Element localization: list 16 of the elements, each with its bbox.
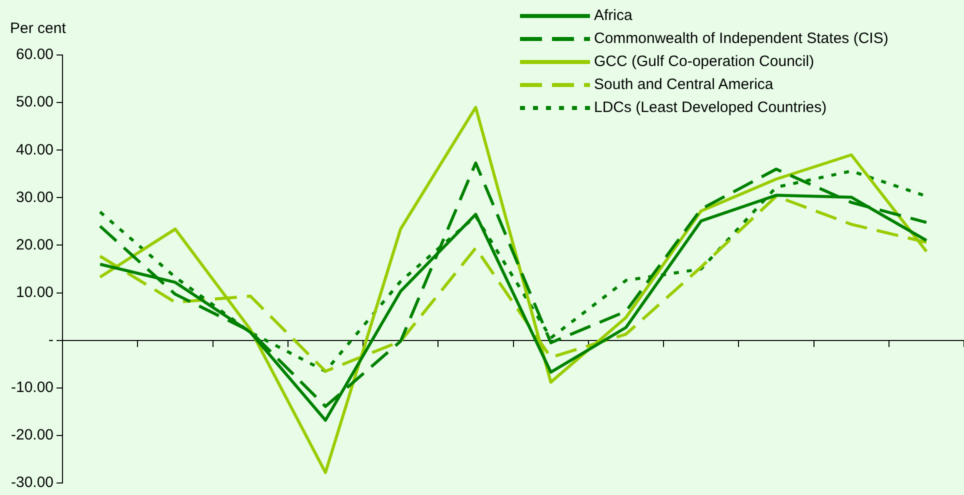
y-tick-label: -20.00 (10, 426, 54, 444)
y-tick-label: 30.00 (16, 188, 54, 206)
y-tick-label: - (48, 331, 54, 348)
legend-label: GCC (Gulf Co-operation Council) (594, 53, 814, 70)
y-tick-label: -10.00 (10, 379, 54, 396)
y-tick-label: 60.00 (16, 46, 54, 64)
legend-label: Commonwealth of Independent States (CIS) (594, 30, 888, 47)
y-tick-label: 20.00 (16, 236, 54, 254)
y-tick-label: 10.00 (16, 284, 54, 301)
y-axis-title: Per cent (10, 20, 66, 37)
y-tick-label: -30.00 (10, 474, 54, 492)
legend-label: Africa (594, 7, 632, 24)
legend-label: South and Central America (594, 76, 774, 93)
y-tick-label: 50.00 (16, 94, 54, 111)
legend-label: LDCs (Least Developed Countries) (594, 99, 827, 116)
y-tick-label: 40.00 (16, 141, 54, 158)
